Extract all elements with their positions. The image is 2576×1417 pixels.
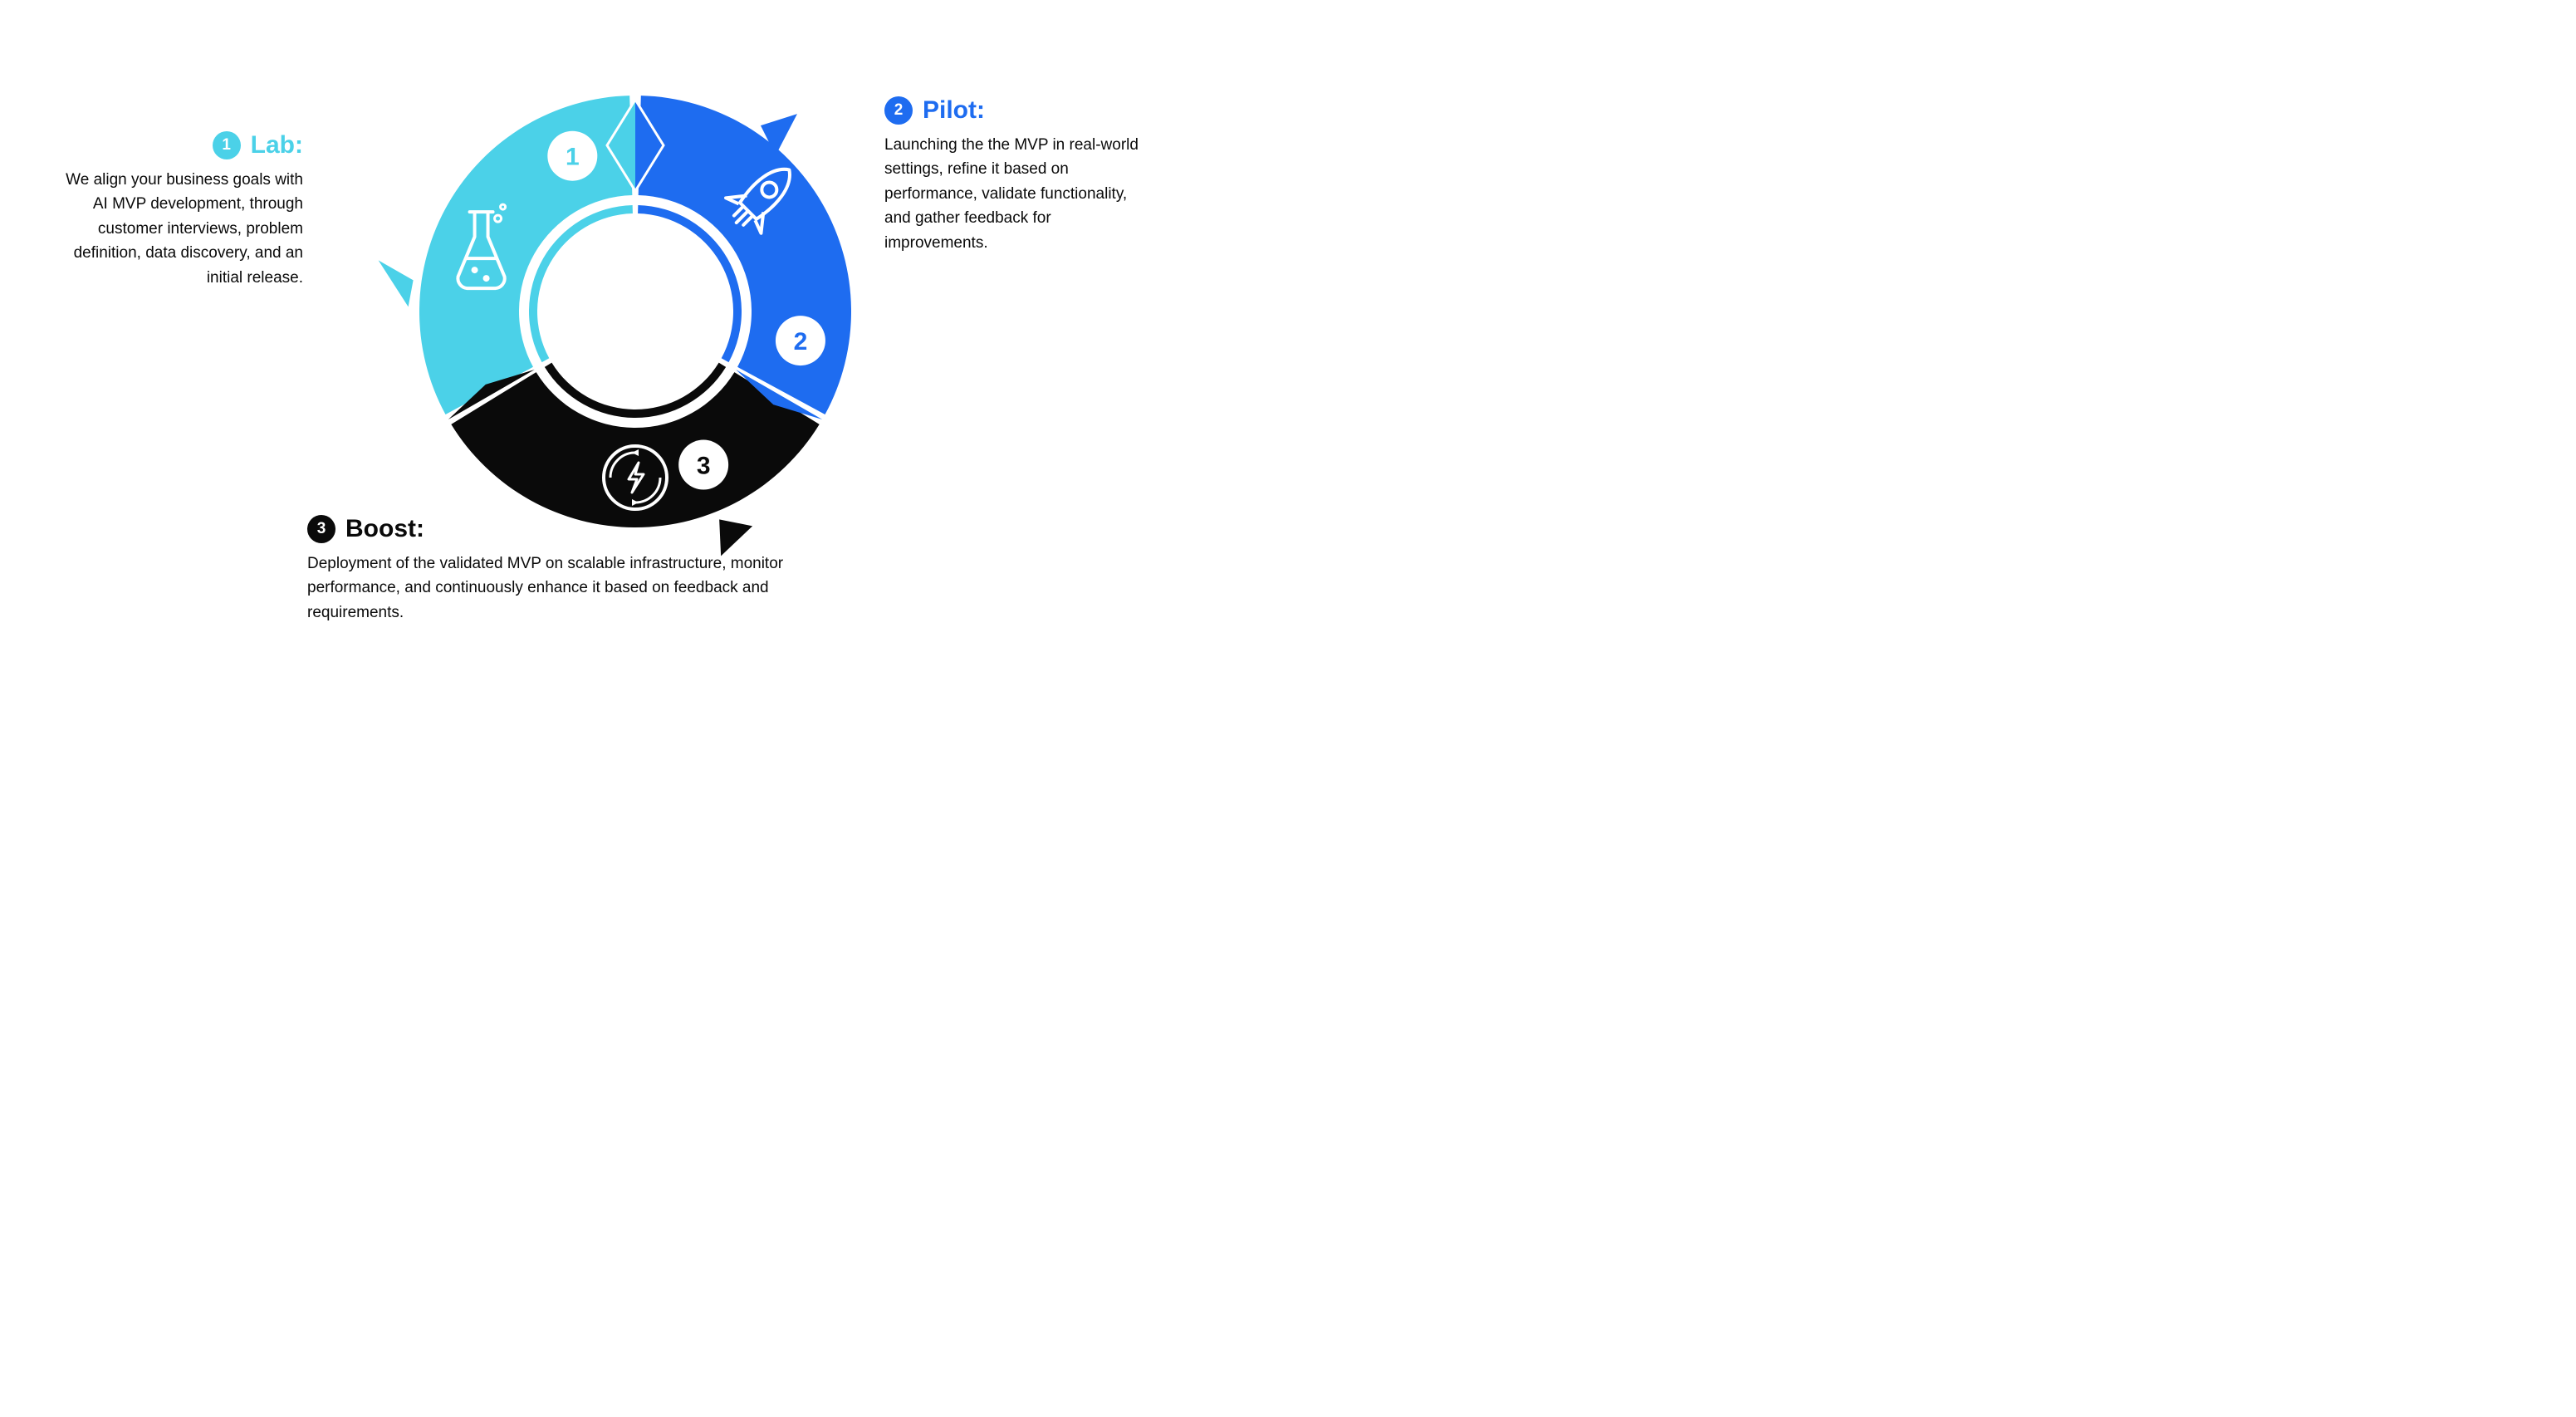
label-lab: 1 Lab: We align your business goals with… — [62, 131, 303, 290]
segment-lab — [419, 96, 632, 414]
cycle-wheel: 1 2 3 — [345, 21, 810, 486]
badge-boost: 3 — [307, 515, 335, 543]
segment-pilot — [639, 96, 851, 414]
num-text-pilot: 2 — [794, 328, 808, 355]
num-text-lab: 1 — [566, 144, 580, 171]
title-pilot: Pilot: — [923, 96, 985, 125]
badge-lab: 1 — [213, 131, 241, 159]
diagram-canvas: 1 Lab: We align your business goals with… — [0, 0, 1212, 664]
marker-lab — [379, 260, 414, 306]
num-text-boost: 3 — [697, 453, 711, 480]
desc-lab: We align your business goals with AI MVP… — [62, 168, 303, 290]
marker-boost — [719, 519, 752, 556]
title-lab: Lab: — [251, 131, 303, 159]
